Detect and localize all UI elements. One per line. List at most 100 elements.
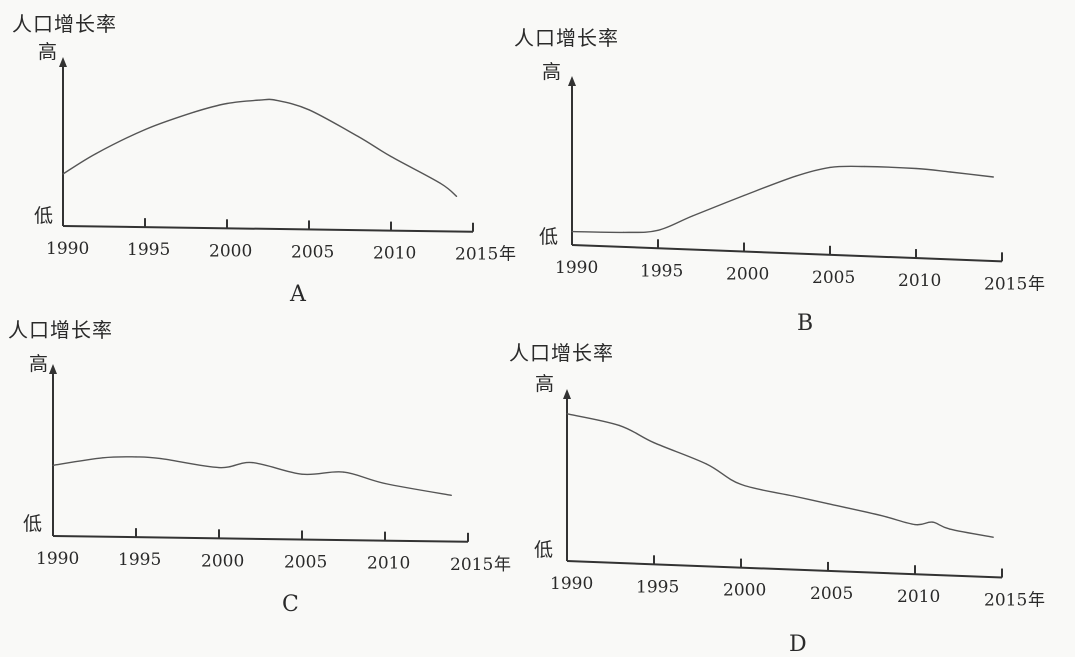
x-tick-label: 2005 <box>812 268 855 288</box>
data-point <box>829 166 831 168</box>
x-tick-label: 1990 <box>46 239 89 259</box>
data-point <box>102 457 104 459</box>
data-point <box>879 514 881 516</box>
data-point <box>623 231 625 233</box>
x-tick-label: 2010 <box>897 587 940 607</box>
data-point <box>931 521 934 523</box>
growth-rate-line-C <box>52 456 452 496</box>
data-point <box>144 129 146 131</box>
y-axis-title: 人口增长率 <box>509 341 614 365</box>
data-point <box>915 167 917 170</box>
y-high-label: 高 <box>29 353 48 375</box>
data-point <box>95 153 97 155</box>
x-unit-label: 年 <box>494 555 511 575</box>
growth-rate-line-A <box>62 98 458 197</box>
y-axis-title: 人口增长率 <box>514 26 619 50</box>
x-tick-label: 2000 <box>209 241 252 261</box>
data-point <box>301 473 303 475</box>
x-tick-label: 1995 <box>127 240 170 260</box>
data-point <box>914 524 916 526</box>
data-point <box>259 99 261 101</box>
data-point <box>218 467 220 469</box>
x-tick-label: 1990 <box>555 258 598 278</box>
data-point <box>193 111 195 113</box>
x-tick-label: 2010 <box>367 554 410 574</box>
data-point <box>657 229 659 231</box>
data-point <box>456 195 458 197</box>
x-tick-label: 1995 <box>636 577 679 597</box>
y-axis-title: 人口增长率 <box>12 12 117 36</box>
data-point <box>705 463 707 465</box>
data-point <box>135 456 137 458</box>
data-point <box>571 231 573 233</box>
panel-label: D <box>789 632 807 657</box>
data-point <box>226 102 228 105</box>
data-point <box>992 176 995 178</box>
x-axis <box>62 225 474 233</box>
x-tick-label: 2000 <box>723 581 766 601</box>
x-axis <box>52 535 469 543</box>
x-tick-label: 2015 <box>450 555 493 575</box>
x-tick-label: 2005 <box>810 584 853 604</box>
data-point <box>251 462 253 464</box>
panel-label: A <box>289 282 307 307</box>
data-point <box>275 99 277 101</box>
x-tick-label: 2000 <box>201 551 244 571</box>
x-tick-label: 1995 <box>118 550 161 570</box>
data-point <box>566 413 568 415</box>
x-axis <box>571 244 1003 263</box>
data-point <box>357 135 359 138</box>
data-point <box>439 182 441 184</box>
data-point <box>384 482 386 485</box>
x-tick-label: 1990 <box>36 549 79 569</box>
data-point <box>390 155 392 158</box>
data-point <box>740 483 742 485</box>
y-high-label: 高 <box>535 373 554 395</box>
data-point <box>450 494 452 496</box>
y-low-label: 低 <box>34 205 53 227</box>
x-tick-label: 1995 <box>640 261 683 281</box>
data-point <box>618 424 620 426</box>
x-unit-label: 年 <box>499 245 516 265</box>
data-point <box>62 173 64 175</box>
data-point <box>160 458 162 460</box>
x-axis <box>566 560 1003 579</box>
x-tick-label: 2010 <box>898 271 941 291</box>
x-unit-label: 年 <box>1028 274 1045 294</box>
y-high-label: 高 <box>38 41 57 63</box>
x-tick-label: 2010 <box>373 244 416 264</box>
panel-label: C <box>282 592 299 617</box>
y-axis-arrow-icon <box>563 389 571 399</box>
y-low-label: 低 <box>23 513 42 535</box>
x-tick-label: 2005 <box>291 242 334 262</box>
x-tick-label: 2005 <box>284 552 327 572</box>
data-point <box>992 536 994 538</box>
growth-rate-line-D <box>566 413 994 538</box>
y-high-label: 高 <box>542 61 561 83</box>
data-point <box>827 503 829 505</box>
growth-rate-line-B <box>571 165 994 234</box>
panel-label: B <box>797 311 813 336</box>
x-unit-label: 年 <box>1028 591 1045 611</box>
x-tick-label: 2015 <box>984 591 1027 611</box>
data-point <box>52 464 54 466</box>
data-point <box>792 495 794 497</box>
y-low-label: 低 <box>534 539 553 561</box>
y-axis-arrow-icon <box>49 364 57 374</box>
x-tick-label: 2015 <box>984 274 1027 294</box>
x-tick-label: 2000 <box>726 265 769 285</box>
data-point <box>949 528 951 530</box>
x-tick-label: 2015 <box>455 245 498 265</box>
y-axis-title: 人口增长率 <box>8 318 113 342</box>
data-point <box>691 215 694 217</box>
data-point <box>653 442 655 444</box>
y-axis-arrow-icon <box>59 57 67 67</box>
y-low-label: 低 <box>539 226 558 248</box>
data-point <box>743 194 745 197</box>
data-point <box>342 471 345 473</box>
